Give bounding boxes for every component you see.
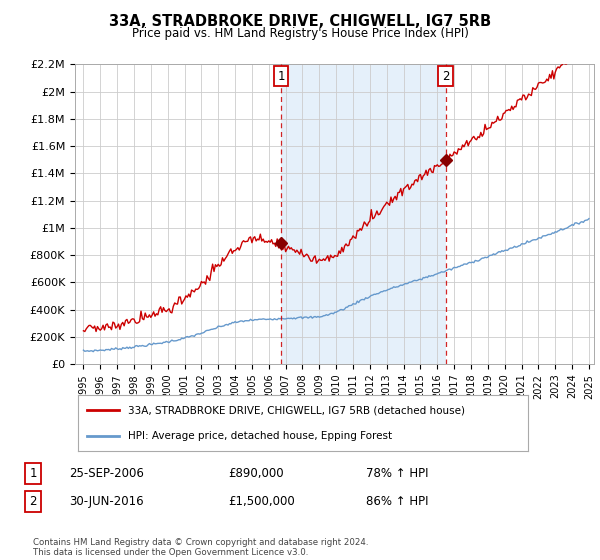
Text: £890,000: £890,000 — [228, 466, 284, 480]
Text: 1: 1 — [277, 70, 285, 83]
Text: 1: 1 — [29, 466, 37, 480]
Text: Contains HM Land Registry data © Crown copyright and database right 2024.
This d: Contains HM Land Registry data © Crown c… — [33, 538, 368, 557]
Text: £1,500,000: £1,500,000 — [228, 494, 295, 508]
Text: Price paid vs. HM Land Registry's House Price Index (HPI): Price paid vs. HM Land Registry's House … — [131, 27, 469, 40]
Bar — [281, 64, 446, 364]
Text: 30-JUN-2016: 30-JUN-2016 — [69, 494, 143, 508]
Text: 86% ↑ HPI: 86% ↑ HPI — [366, 494, 428, 508]
Text: 2: 2 — [442, 70, 449, 83]
Text: HPI: Average price, detached house, Epping Forest: HPI: Average price, detached house, Eppi… — [128, 431, 392, 441]
Text: 25-SEP-2006: 25-SEP-2006 — [69, 466, 144, 480]
Text: 33A, STRADBROKE DRIVE, CHIGWELL, IG7 5RB (detached house): 33A, STRADBROKE DRIVE, CHIGWELL, IG7 5RB… — [128, 405, 464, 416]
Text: 78% ↑ HPI: 78% ↑ HPI — [366, 466, 428, 480]
Text: 33A, STRADBROKE DRIVE, CHIGWELL, IG7 5RB: 33A, STRADBROKE DRIVE, CHIGWELL, IG7 5RB — [109, 14, 491, 29]
Text: 2: 2 — [29, 494, 37, 508]
